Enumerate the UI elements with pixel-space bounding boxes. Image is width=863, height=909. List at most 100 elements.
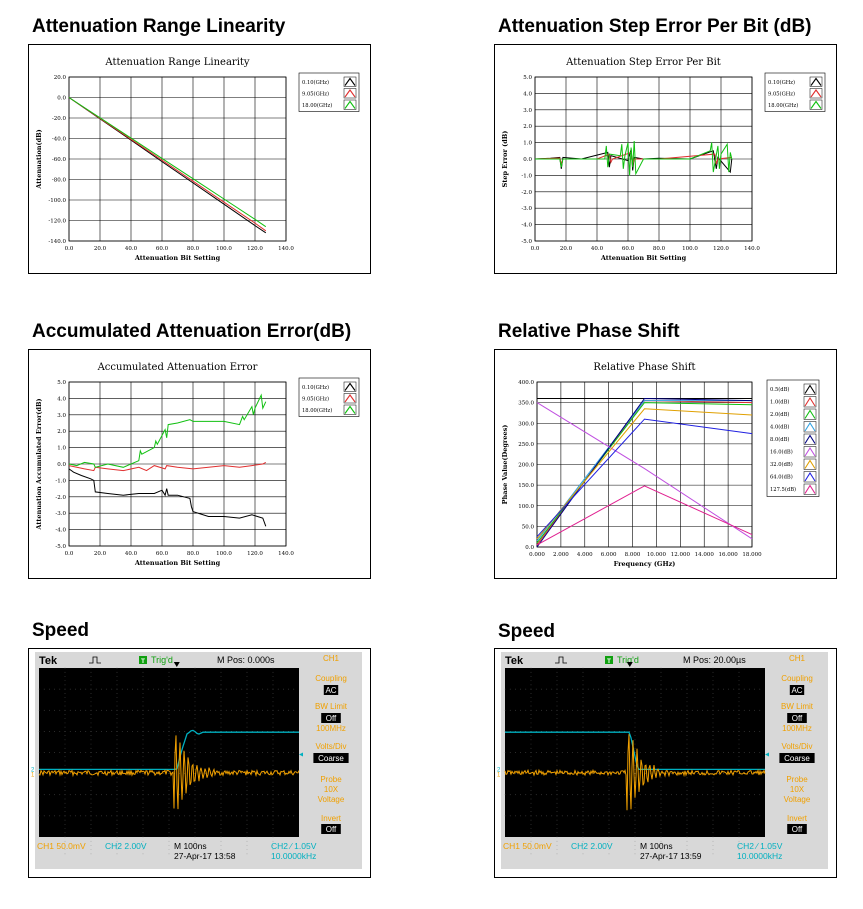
grid-dot [116,798,118,800]
grid-dot [660,701,662,703]
grid-dot [168,807,170,808]
grid-dot [277,709,279,711]
chart-panel-accumulated-error: Accumulated Attenuation Error 0.0 20.0 40.0… [28,349,371,579]
grid-dot [64,785,66,787]
heading-accumulated-error: Accumulated Attenuation Error(dB) [32,321,352,342]
grid-dot [686,849,688,851]
volts-value-button-text: Coarse [784,754,810,763]
grid-dot [272,680,274,682]
grid-dot [246,676,248,677]
grid-dot [608,823,610,825]
grid-dot [272,811,274,812]
coupling-value-button[interactable]: AC [789,685,805,695]
grid-dot [660,747,662,749]
grid-dot [116,811,118,812]
volts-value-button[interactable]: Coarse [779,753,815,763]
grid-dot [582,836,584,838]
grid-dot [515,731,516,732]
bw-value-button[interactable]: Off [321,713,341,723]
grid-dot [686,739,688,741]
trigger-position-marker [626,662,633,667]
grid-dot [686,853,688,855]
grid-dot [587,815,589,817]
grid-dot [582,747,584,749]
grid-dot [246,697,248,698]
grid-dot [272,726,274,728]
grid-dot [577,794,579,796]
menu-probe-value: 10X [324,785,339,794]
grid-dot [272,743,274,745]
grid-dot [262,688,263,690]
trigger-status-icon [139,656,147,664]
grid-dot [660,807,662,808]
legend-label: 2.0(dB) [770,411,789,418]
x-tick-label: 100.0 [216,551,232,557]
grid-dot [194,832,196,834]
grid-dot [567,752,568,753]
invert-value-button[interactable]: Off [787,824,807,834]
grid-dot [64,815,66,817]
legend-swatch-box [803,383,817,395]
bw-value-button[interactable]: Off [787,713,807,723]
grid-dot [598,709,599,711]
grid-dot [54,709,55,711]
grid-dot [541,731,542,732]
series-line-3 [536,400,752,542]
grid-dot [686,693,688,694]
grid-dot [624,794,625,796]
invert-value-button[interactable]: Off [321,824,341,834]
volts-value-button[interactable]: Coarse [313,753,349,763]
grid-dot [293,815,295,817]
grid-dot [676,794,677,796]
grid-dot [168,794,170,796]
y-tick-label: 20.0 [54,75,67,81]
coupling-value-button[interactable]: AC [323,685,339,695]
grid-dot [660,790,662,791]
grid-dot [530,697,532,698]
grid-dot [660,743,662,745]
grid-dot [272,807,274,808]
grid-dot [593,752,594,753]
grid-dot [530,836,532,838]
y-axis-label: Step Error (dB) [501,131,509,188]
grid-dot [142,840,144,842]
grid-dot [251,731,253,732]
grid-dot [717,794,719,796]
grid-dot [738,849,740,851]
grid-dot [64,722,66,724]
grid-dot [556,785,558,787]
grid-dot [142,676,144,677]
grid-dot [686,718,688,720]
grid-dot [738,756,740,758]
grid-dot [277,752,279,753]
grid-dot [116,697,118,698]
grid-dot [645,794,646,796]
grid-dot [546,794,547,796]
grid-dot [168,684,170,686]
grid-dot [634,739,636,741]
x-tick-label: 10.000 [647,552,667,558]
grid-dot [90,747,92,749]
series-line-2 [535,140,733,176]
grid-dot [717,815,719,817]
grid-dot [267,752,269,753]
grid-dot [587,773,589,774]
grid-dot [707,752,709,753]
grid-dot [142,828,144,829]
grid-dot [90,756,92,758]
grid-dot [608,735,610,736]
grid-dot [676,815,677,817]
grid-dot [272,819,274,821]
grid-dot [608,739,610,741]
grid-dot [738,832,740,834]
grid-dot [220,735,222,736]
grid-dot [142,760,144,762]
grid-dot [236,752,237,753]
grid-dot [194,722,196,724]
grid-dot [90,764,92,766]
grid-dot [712,693,714,694]
grid-dot [90,667,92,669]
grid-dot [535,794,537,796]
grid-dot [608,726,610,728]
